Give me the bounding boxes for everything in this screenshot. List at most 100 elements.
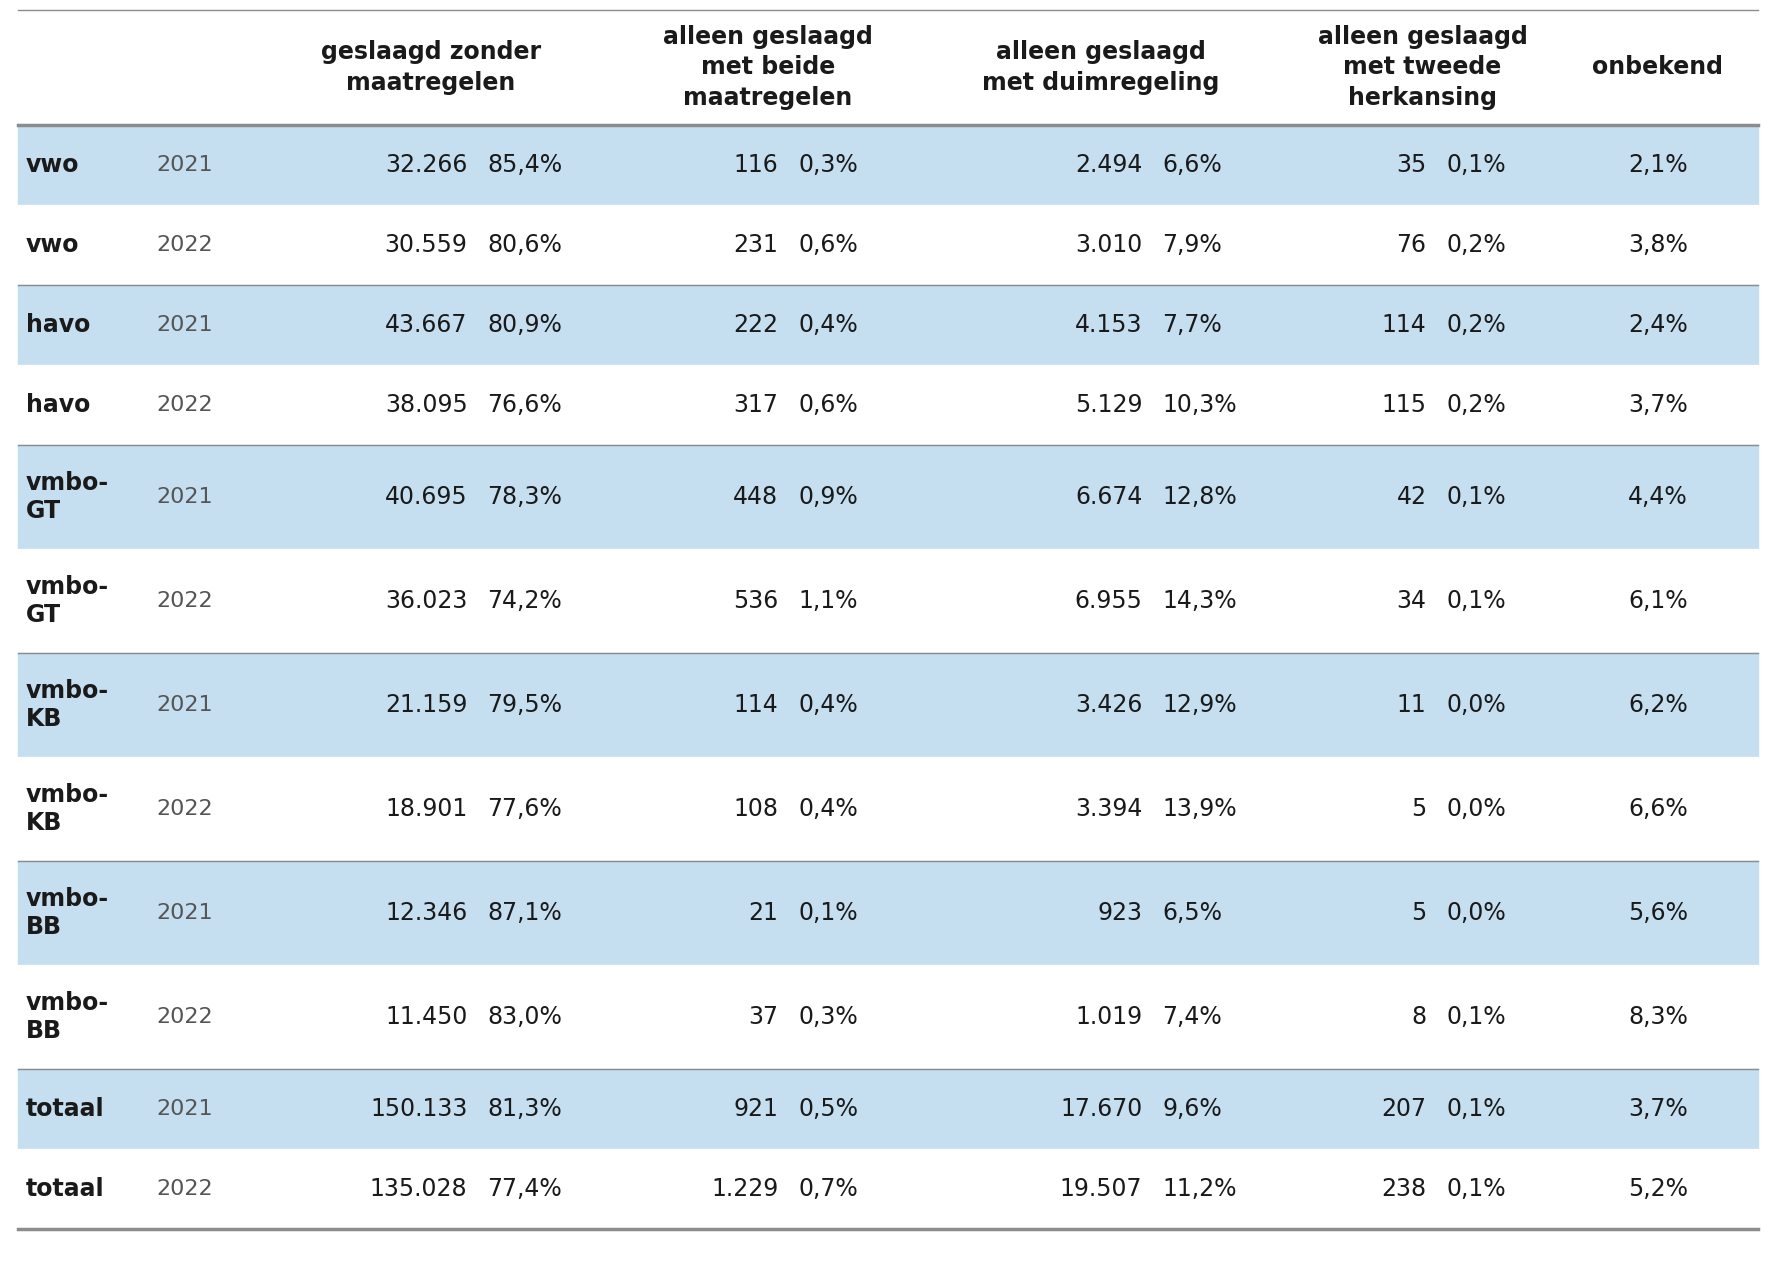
Bar [18, 1149, 1758, 1229]
Text: 448: 448 [733, 485, 778, 509]
Bar [18, 653, 1758, 756]
Text: 5,2%: 5,2% [1629, 1178, 1687, 1201]
Bar [18, 549, 1758, 653]
Text: vmbo-
KB: vmbo- KB [27, 783, 108, 835]
Text: 0,0%: 0,0% [1447, 901, 1506, 925]
Text: vwo: vwo [27, 154, 80, 177]
Text: 9,6%: 9,6% [1163, 1097, 1222, 1121]
Text: 0,4%: 0,4% [799, 797, 858, 820]
Text: 2022: 2022 [156, 396, 213, 415]
Bar [18, 365, 1758, 445]
Text: 79,5%: 79,5% [488, 692, 563, 717]
Text: 0,0%: 0,0% [1447, 797, 1506, 820]
Text: 114: 114 [733, 692, 778, 717]
Text: 0,1%: 0,1% [1447, 589, 1506, 613]
Text: 536: 536 [733, 589, 778, 613]
Text: 3,8%: 3,8% [1629, 233, 1687, 257]
Text: 6,1%: 6,1% [1629, 589, 1687, 613]
Text: 85,4%: 85,4% [488, 154, 563, 177]
Text: 30.559: 30.559 [385, 233, 467, 257]
Text: 6.674: 6.674 [1074, 485, 1142, 509]
Text: geslaagd zonder
maatregelen: geslaagd zonder maatregelen [321, 40, 540, 95]
Text: vmbo-
BB: vmbo- BB [27, 991, 108, 1043]
Text: vmbo-
KB: vmbo- KB [27, 680, 108, 731]
Text: 7,9%: 7,9% [1163, 233, 1222, 257]
Text: alleen geslaagd
met beide
maatregelen: alleen geslaagd met beide maatregelen [662, 24, 874, 110]
Text: 207: 207 [1382, 1097, 1426, 1121]
Text: onbekend: onbekend [1593, 55, 1723, 79]
Text: 0,4%: 0,4% [799, 692, 858, 717]
Text: 81,3%: 81,3% [488, 1097, 563, 1121]
Text: 11.450: 11.450 [385, 1005, 467, 1029]
Text: 8,3%: 8,3% [1629, 1005, 1687, 1029]
Text: 5,6%: 5,6% [1629, 901, 1687, 925]
Bar [18, 1069, 1758, 1149]
Text: 80,9%: 80,9% [488, 314, 563, 337]
Text: 231: 231 [733, 233, 778, 257]
Text: 35: 35 [1396, 154, 1426, 177]
Bar [18, 861, 1758, 965]
Text: 2021: 2021 [156, 1100, 213, 1119]
Text: 2022: 2022 [156, 1179, 213, 1199]
Text: 2022: 2022 [156, 591, 213, 611]
Text: 40.695: 40.695 [385, 485, 467, 509]
Text: vmbo-
BB: vmbo- BB [27, 887, 108, 940]
Text: 0,3%: 0,3% [799, 1005, 858, 1029]
Text: 1,1%: 1,1% [799, 589, 858, 613]
Text: 0,0%: 0,0% [1447, 692, 1506, 717]
Text: 0,7%: 0,7% [799, 1178, 858, 1201]
Text: 921: 921 [733, 1097, 778, 1121]
Text: 2022: 2022 [156, 799, 213, 819]
Text: 74,2%: 74,2% [488, 589, 563, 613]
Text: 6,5%: 6,5% [1163, 901, 1222, 925]
Text: totaal: totaal [27, 1097, 105, 1121]
Text: 3.426: 3.426 [1074, 692, 1142, 717]
Text: 2021: 2021 [156, 155, 213, 175]
Text: 4.153: 4.153 [1074, 314, 1142, 337]
Text: 2.494: 2.494 [1074, 154, 1142, 177]
Text: 12,8%: 12,8% [1163, 485, 1238, 509]
Text: 114: 114 [1382, 314, 1426, 337]
Text: 11,2%: 11,2% [1163, 1178, 1236, 1201]
Text: vmbo-
GT: vmbo- GT [27, 471, 108, 524]
Text: 5: 5 [1412, 797, 1426, 820]
Text: 36.023: 36.023 [385, 589, 467, 613]
Text: 10,3%: 10,3% [1163, 393, 1238, 417]
Bar [18, 205, 1758, 285]
Text: alleen geslaagd
met duimregeling: alleen geslaagd met duimregeling [982, 40, 1220, 95]
Bar [18, 756, 1758, 861]
Text: 2021: 2021 [156, 486, 213, 507]
Text: 135.028: 135.028 [369, 1178, 467, 1201]
Text: 0,2%: 0,2% [1447, 233, 1506, 257]
Text: 2021: 2021 [156, 902, 213, 923]
Text: 1.019: 1.019 [1074, 1005, 1142, 1029]
Text: 21.159: 21.159 [385, 692, 467, 717]
Text: 923: 923 [1098, 901, 1142, 925]
Text: 317: 317 [733, 393, 778, 417]
Text: 77,6%: 77,6% [488, 797, 563, 820]
Text: 0,6%: 0,6% [799, 393, 858, 417]
Text: alleen geslaagd
met tweede
herkansing: alleen geslaagd met tweede herkansing [1318, 24, 1527, 110]
Text: 21: 21 [748, 901, 778, 925]
Text: 116: 116 [733, 154, 778, 177]
Text: 80,6%: 80,6% [488, 233, 563, 257]
Text: 2022: 2022 [156, 1007, 213, 1027]
Text: 13,9%: 13,9% [1163, 797, 1238, 820]
Text: 6,6%: 6,6% [1163, 154, 1222, 177]
Text: 0,1%: 0,1% [1447, 1005, 1506, 1029]
Text: 12.346: 12.346 [385, 901, 467, 925]
Text: 0,1%: 0,1% [1447, 485, 1506, 509]
Text: 0,1%: 0,1% [1447, 1097, 1506, 1121]
Text: 0,6%: 0,6% [799, 233, 858, 257]
Text: 4,4%: 4,4% [1629, 485, 1687, 509]
Text: 3.394: 3.394 [1074, 797, 1142, 820]
Text: 14,3%: 14,3% [1163, 589, 1238, 613]
Bar [18, 445, 1758, 549]
Text: 0,2%: 0,2% [1447, 393, 1506, 417]
Text: 43.667: 43.667 [385, 314, 467, 337]
Text: 150.133: 150.133 [369, 1097, 467, 1121]
Text: vwo: vwo [27, 233, 80, 257]
Text: 0,3%: 0,3% [799, 154, 858, 177]
Text: 2021: 2021 [156, 315, 213, 335]
Text: 34: 34 [1396, 589, 1426, 613]
